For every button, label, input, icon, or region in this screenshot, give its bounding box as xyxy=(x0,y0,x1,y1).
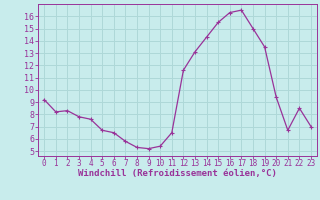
X-axis label: Windchill (Refroidissement éolien,°C): Windchill (Refroidissement éolien,°C) xyxy=(78,169,277,178)
